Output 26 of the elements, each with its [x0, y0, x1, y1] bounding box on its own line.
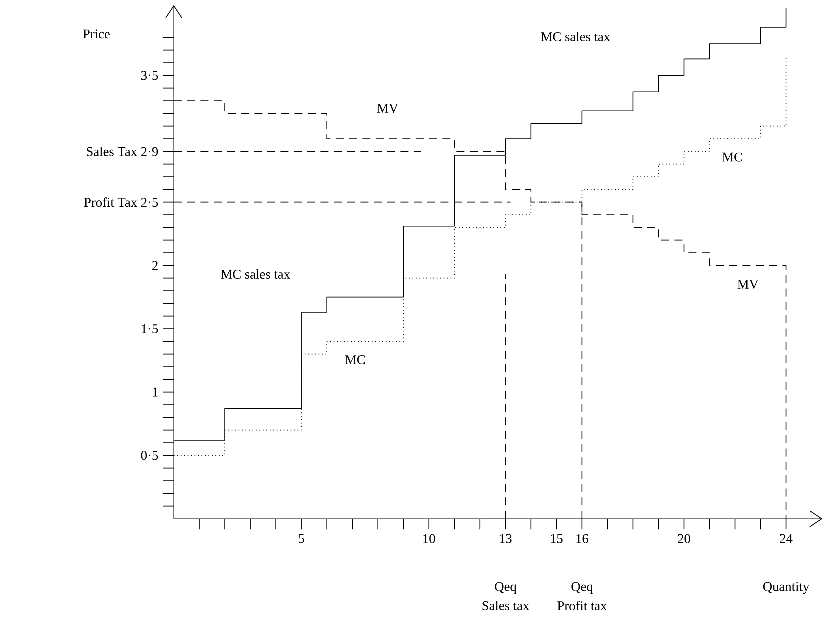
y-tick-label: 2	[152, 261, 158, 270]
text: Sales tax	[482, 601, 530, 610]
x-axis-title: Quantity	[763, 582, 810, 594]
x-tick-label: 20	[678, 534, 690, 544]
y-tick-label: Sales Tax 2·9	[87, 146, 158, 156]
text: Profit tax	[558, 601, 608, 611]
text: Qeq	[495, 582, 517, 594]
annotation: MV	[738, 280, 759, 290]
x-tick-label: 5	[299, 534, 304, 544]
annotation: MV	[377, 104, 398, 114]
y-tick-label: 1·5	[142, 324, 158, 334]
x-tick-label: 15	[551, 534, 563, 544]
x-tick-label: 16	[576, 534, 588, 544]
y-tick-label: 0·5	[141, 451, 158, 460]
y-tick-label: Profit Tax 2·5	[84, 198, 158, 208]
annotation: MC sales tax	[221, 270, 290, 279]
y-axis-title: Price	[83, 30, 110, 39]
text: Qeq	[572, 582, 594, 594]
annotation: MC sales tax	[541, 32, 610, 42]
y-tick-label: 3·5	[142, 71, 158, 80]
x-tick-label: 13	[500, 534, 512, 544]
x-tick-label: 24	[780, 534, 793, 544]
x-tick-label: 10	[424, 534, 436, 544]
annotation: MC	[722, 152, 742, 162]
y-tick-label: 1	[153, 388, 158, 397]
annotation: MC	[345, 355, 366, 364]
